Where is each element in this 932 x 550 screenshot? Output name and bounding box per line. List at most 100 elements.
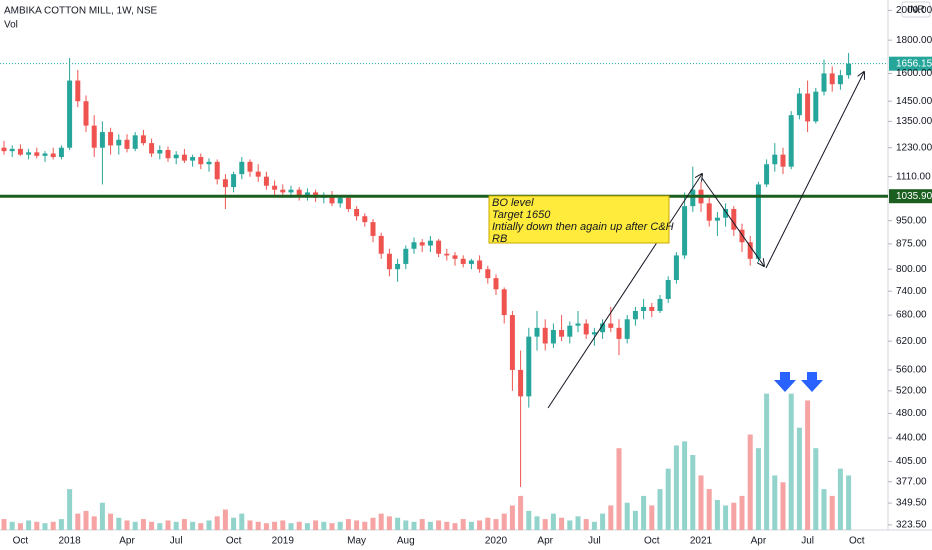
volume-bar	[526, 510, 532, 530]
candle-body	[190, 157, 196, 161]
note-line: RB	[492, 233, 507, 245]
candle-body	[140, 135, 146, 144]
volume-bar	[280, 520, 286, 530]
candle-body	[755, 184, 761, 259]
x-tick-label: 2021	[690, 536, 713, 547]
volume-bar	[813, 448, 819, 530]
candle-body	[444, 253, 450, 256]
candle-body	[75, 80, 81, 102]
candle-body	[550, 330, 556, 344]
volume-bar	[468, 521, 474, 530]
candle-body	[452, 255, 458, 259]
volume-bar	[91, 516, 97, 530]
candle-body	[559, 330, 565, 337]
level-label: 1035.90	[896, 191, 932, 202]
candle-body	[624, 319, 630, 339]
candle-body	[690, 189, 696, 207]
volume-bar	[755, 448, 761, 530]
y-tick-label: 875.00	[896, 239, 927, 250]
y-tick-label: 323.50	[896, 520, 927, 531]
volume-bar	[477, 520, 483, 530]
candle-body	[518, 369, 524, 397]
volume-bar	[714, 500, 720, 530]
trend-lines	[547, 72, 864, 409]
x-tick-label: Apr	[119, 536, 135, 547]
candle-body	[34, 152, 40, 156]
candle-body	[108, 132, 114, 146]
candle-body	[288, 189, 294, 193]
volume-bar	[395, 517, 401, 530]
volume-bar	[42, 523, 48, 530]
x-tick-label: Aug	[397, 536, 415, 547]
volume-bar	[501, 513, 507, 530]
candle-body	[222, 179, 228, 188]
volume-bar	[214, 516, 220, 530]
volume-bar	[181, 519, 187, 530]
y-tick-label: 520.00	[896, 385, 927, 396]
volume-bar	[198, 523, 204, 530]
volume-bar	[559, 517, 565, 530]
volume-bar	[337, 521, 343, 530]
candle-body	[600, 323, 606, 333]
x-tick-label: May	[347, 536, 366, 547]
x-tick-label: 2019	[272, 536, 295, 547]
volume-bar	[444, 521, 450, 530]
volume-bar	[649, 505, 655, 530]
candle-body	[632, 310, 638, 320]
volume-bar	[731, 502, 737, 530]
y-tick-label: 1350.00	[896, 116, 932, 127]
volume-bar	[616, 448, 622, 530]
candle-body	[427, 240, 433, 246]
candle-body	[583, 323, 589, 335]
candle-body	[468, 260, 474, 264]
x-tick-label: Jul	[801, 536, 814, 547]
candle-body	[706, 203, 712, 221]
candle-body	[485, 269, 491, 279]
candle-body	[477, 260, 483, 270]
volume-bar	[321, 521, 327, 530]
currency-badge	[901, 1, 931, 18]
candle-body	[386, 253, 392, 270]
volume-bar	[165, 520, 171, 530]
candle-body	[493, 278, 499, 290]
volume-bar	[493, 519, 499, 530]
volume-bar	[796, 427, 802, 530]
volume-bar	[485, 517, 491, 530]
candle-body	[772, 154, 778, 165]
candle-body	[682, 206, 688, 256]
y-tick-label: 440.00	[896, 433, 927, 444]
volume-bar	[9, 521, 15, 530]
candle-body	[132, 135, 138, 149]
volume-bar	[263, 523, 269, 530]
candle-body	[9, 148, 15, 152]
volume-bar	[460, 519, 466, 530]
volume-bar	[518, 495, 524, 530]
candle-body	[337, 197, 343, 204]
y-tick-label: 1230.00	[896, 142, 932, 153]
candle-body	[608, 323, 614, 328]
candle-body	[181, 154, 187, 161]
volume-bar	[624, 502, 630, 530]
candle-body	[796, 93, 802, 116]
last-price-label: 1656.15	[896, 58, 932, 69]
candle-body	[509, 315, 515, 370]
volume-bar	[641, 495, 647, 530]
candle-body	[231, 174, 237, 188]
candle-body	[124, 139, 130, 149]
chart-title: AMBIKA COTTON MILL, 1W, NSE	[4, 6, 158, 17]
volume-bar	[788, 393, 794, 530]
x-tick-label: 2020	[485, 536, 508, 547]
candle-body	[403, 248, 409, 264]
candle-body	[362, 216, 368, 223]
volume-bar	[239, 513, 245, 530]
volume-bar	[764, 393, 770, 530]
candle-body	[239, 161, 245, 175]
volume-bar	[673, 445, 679, 530]
down-arrow	[801, 372, 823, 392]
candle-body	[747, 242, 753, 259]
candle-body	[436, 240, 442, 254]
y-tick-label: 950.00	[896, 215, 927, 226]
candle-body	[280, 189, 286, 193]
volume-bar	[837, 468, 843, 530]
